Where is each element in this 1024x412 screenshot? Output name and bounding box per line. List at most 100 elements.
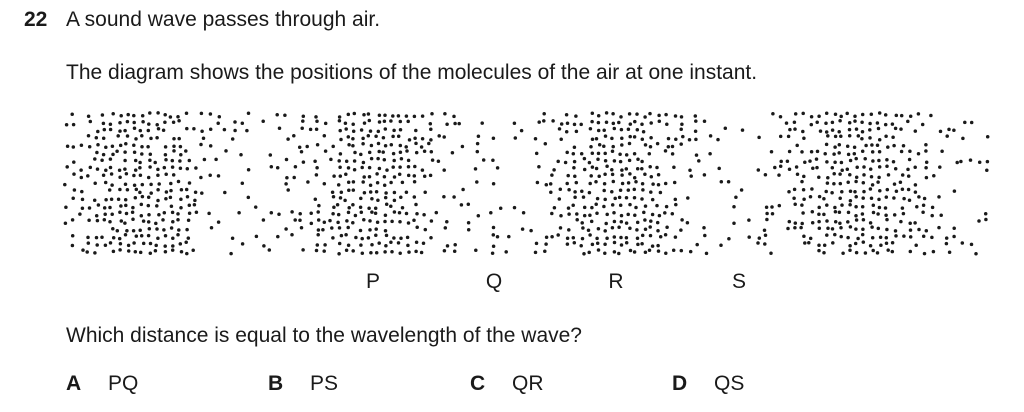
air-molecule [793,127,797,131]
air-molecule [537,120,541,124]
air-molecule [398,219,402,224]
air-molecule [939,213,943,218]
air-molecule [153,249,158,253]
air-molecule [808,236,813,241]
air-molecule [552,168,556,172]
air-molecule [908,114,913,119]
air-molecule [810,221,815,225]
air-molecule [209,226,214,230]
option-c[interactable]: C QR [470,372,544,396]
air-molecule [406,221,411,225]
air-molecule [665,225,669,229]
air-molecule [169,226,174,230]
air-molecule [156,188,160,192]
air-molecule [847,121,852,125]
air-molecule [316,228,321,232]
air-molecule [253,205,258,209]
air-molecule [634,179,638,184]
air-molecule [916,151,921,156]
air-molecule [635,228,639,232]
air-molecule [914,243,918,247]
air-molecule [930,213,934,218]
air-molecule [420,114,425,118]
air-molecule [322,220,327,224]
air-molecule [694,119,698,123]
air-molecule [442,168,446,172]
air-molecule [131,217,135,222]
air-molecule [108,241,113,245]
air-molecule [596,248,601,252]
air-molecule [650,197,655,202]
air-molecule [163,249,168,254]
air-molecule [412,114,417,119]
air-molecule [830,165,835,170]
label-p: P [365,270,381,293]
air-molecule [207,211,211,216]
air-molecule [223,190,227,195]
air-molecule [588,181,592,186]
air-molecule [534,241,539,246]
air-molecule [635,220,640,225]
air-molecule [323,149,328,153]
air-molecule [913,165,917,170]
air-molecule [771,111,775,116]
air-molecule [389,240,393,244]
air-molecule [230,137,235,141]
air-molecule [512,121,517,125]
air-molecule [643,204,648,208]
air-molecule [124,203,128,208]
air-molecule [619,127,624,132]
air-molecule [985,168,989,172]
air-molecule [632,250,637,254]
air-molecule [626,212,630,217]
air-molecule [103,212,107,216]
air-molecule [385,168,389,172]
air-molecule [863,251,868,255]
air-molecule [648,145,653,149]
air-molecule [564,130,569,134]
air-molecule [765,217,769,222]
air-molecule [146,128,151,133]
air-molecule [824,142,829,147]
option-d[interactable]: D QS [672,372,744,396]
air-molecule [853,189,857,194]
air-molecule [71,145,76,149]
air-molecule [100,158,104,162]
option-b[interactable]: B PS [268,372,338,396]
air-molecule [414,240,419,245]
air-molecule [862,165,866,169]
air-molecule [589,219,594,224]
air-molecule [590,151,595,155]
air-molecule [80,197,85,202]
air-molecule [419,145,424,149]
air-molecule [832,172,836,176]
option-a[interactable]: A PQ [66,372,138,396]
air-molecule [156,167,160,172]
question-prompt: Which distance is equal to the wavelengt… [66,324,582,347]
air-molecule [162,228,166,232]
air-molecule [833,160,837,165]
air-molecule [299,149,304,154]
air-molecule [154,221,158,226]
air-molecule [377,166,382,171]
air-molecule [111,236,116,240]
air-molecule [643,218,647,222]
air-molecule [595,236,599,241]
air-molecule [868,136,872,140]
air-molecule [672,165,676,170]
air-molecule [571,203,575,207]
air-molecule [187,181,192,185]
air-molecule [491,158,495,163]
air-molecule [102,127,107,132]
air-molecule [808,195,813,199]
air-molecule [314,115,318,119]
air-molecule [148,152,153,156]
air-molecule [833,145,837,149]
air-molecule [391,165,395,169]
air-molecule [582,156,587,161]
air-molecule [825,160,829,164]
air-molecule [156,111,160,115]
air-molecule [854,179,858,184]
air-molecule [826,134,830,138]
air-molecule [313,197,318,202]
